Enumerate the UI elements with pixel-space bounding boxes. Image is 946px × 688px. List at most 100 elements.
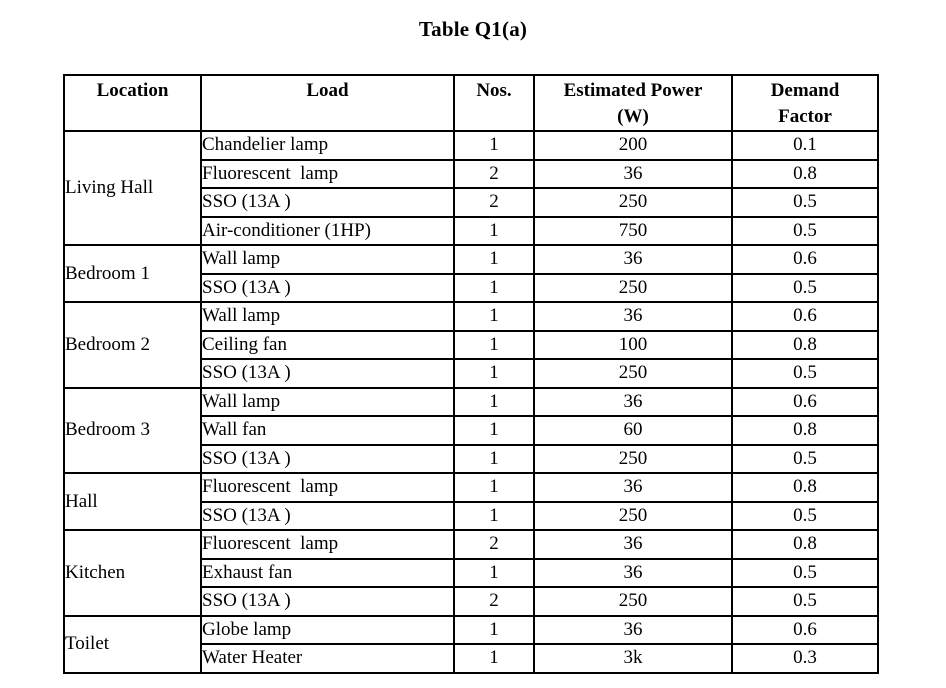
power-cell: 36 [533,386,733,417]
power-cell: 250 [533,443,733,474]
demand-factor-cell: 0.5 [731,500,879,531]
load-cell: Wall lamp [200,244,455,275]
table-row: SSO (13A ) 1 250 0.5 [64,272,879,303]
table-row: SSO (13A ) 1 250 0.5 [64,443,879,474]
load-cell: Globe lamp [200,614,455,645]
location-cell: Bedroom 3 [63,386,202,474]
page-title: Table Q1(a) [418,17,528,41]
demand-factor-cell: 0.5 [731,272,879,303]
demand-factor-cell: 0.8 [731,329,879,360]
load-cell: SSO (13A ) [200,358,455,389]
nos-cell: 1 [453,301,535,332]
power-cell: 250 [533,586,733,617]
load-cell: SSO (13A ) [200,586,455,617]
table-row: Toilet Globe lamp 1 36 0.6 [63,614,879,674]
demand-factor-cell: 0.6 [731,244,879,275]
load-cell: SSO (13A ) [200,500,455,531]
load-cell: Water Heater [200,643,455,674]
table-row: Ceiling fan 1 100 0.8 [64,329,879,360]
nos-cell: 2 [453,586,535,617]
load-cell: Fluorescent lamp [200,158,455,189]
col-header-demand-factor-line2: Factor [778,106,832,127]
nos-cell: 1 [453,415,535,446]
location-cell: Bedroom 2 [63,301,202,389]
power-cell: 36 [533,614,733,645]
table-row: Water Heater 1 3k 0.3 [64,643,879,674]
demand-factor-cell: 0.6 [731,301,879,332]
demand-factor-cell: 0.3 [731,643,879,674]
load-cell: Exhaust fan [200,557,455,588]
nos-cell: 1 [453,272,535,303]
load-cell: Wall lamp [200,301,455,332]
nos-cell: 2 [453,158,535,189]
demand-factor-cell: 0.5 [731,215,879,246]
nos-cell: 1 [453,614,535,645]
nos-cell: 1 [453,500,535,531]
load-cell: Chandelier lamp [200,130,455,161]
load-cell: Air-conditioner (1HP) [200,215,455,246]
power-cell: 750 [533,215,733,246]
demand-factor-cell: 0.5 [731,586,879,617]
load-cell: SSO (13A ) [200,443,455,474]
power-cell: 250 [533,358,733,389]
power-cell: 3k [533,643,733,674]
table-row: Bedroom 2 Wall lamp 1 36 0.6 [63,301,879,389]
table-row: Kitchen Fluorescent lamp 2 36 0.8 [63,529,879,617]
demand-factor-cell: 0.6 [731,614,879,645]
table-row: Living Hall Chandelier lamp 1 200 0.1 [63,130,879,246]
nos-cell: 2 [453,529,535,560]
power-cell: 36 [533,301,733,332]
col-header-estimated-power-line1: Estimated Power [563,80,703,101]
table-row: Bedroom 1 Wall lamp 1 36 0.6 [63,244,879,303]
load-cell: SSO (13A ) [200,187,455,218]
table-row: Bedroom 3 Wall lamp 1 36 0.6 [63,386,879,474]
col-header-estimated-power-line2: (W) [617,106,649,127]
demand-factor-cell: 0.8 [731,158,879,189]
nos-cell: 1 [453,215,535,246]
load-cell: Ceiling fan [200,329,455,360]
demand-factor-cell: 0.6 [731,386,879,417]
nos-cell: 2 [453,187,535,218]
power-cell: 60 [533,415,733,446]
nos-cell: 1 [453,557,535,588]
nos-cell: 1 [453,244,535,275]
power-cell: 36 [533,158,733,189]
demand-factor-cell: 0.8 [731,529,879,560]
location-cell: Living Hall [63,130,202,246]
power-cell: 36 [533,472,733,503]
col-header-nos: Nos. [453,74,535,132]
demand-factor-cell: 0.1 [731,130,879,161]
table-row: Fluorescent lamp 2 36 0.8 [64,158,879,189]
nos-cell: 1 [453,130,535,161]
table-row: Exhaust fan 1 36 0.5 [64,557,879,588]
power-cell: 36 [533,557,733,588]
col-header-estimated-power: Estimated Power (W) [533,74,733,132]
load-schedule-table: Location Load Nos. Estimated Power (W) D… [63,74,879,674]
nos-cell: 1 [453,329,535,360]
location-cell: Toilet [63,614,202,674]
col-header-demand-factor-line1: Demand [770,80,840,101]
location-cell: Bedroom 1 [63,244,202,303]
demand-factor-cell: 0.5 [731,187,879,218]
power-cell: 250 [533,272,733,303]
col-header-location: Location [63,74,202,132]
demand-factor-cell: 0.5 [731,557,879,588]
table-row: Hall Fluorescent lamp 1 36 0.8 [63,472,879,531]
power-cell: 36 [533,244,733,275]
load-cell: Wall fan [200,415,455,446]
col-header-load: Load [200,74,455,132]
nos-cell: 1 [453,472,535,503]
col-header-demand-factor: Demand Factor [731,74,879,132]
power-cell: 250 [533,187,733,218]
demand-factor-cell: 0.8 [731,472,879,503]
location-cell: Hall [63,472,202,531]
header-row: Location Load Nos. Estimated Power (W) D… [63,74,879,132]
power-cell: 36 [533,529,733,560]
nos-cell: 1 [453,443,535,474]
load-cell: SSO (13A ) [200,272,455,303]
power-cell: 250 [533,500,733,531]
demand-factor-cell: 0.8 [731,415,879,446]
nos-cell: 1 [453,386,535,417]
load-cell: Fluorescent lamp [200,529,455,560]
power-cell: 200 [533,130,733,161]
